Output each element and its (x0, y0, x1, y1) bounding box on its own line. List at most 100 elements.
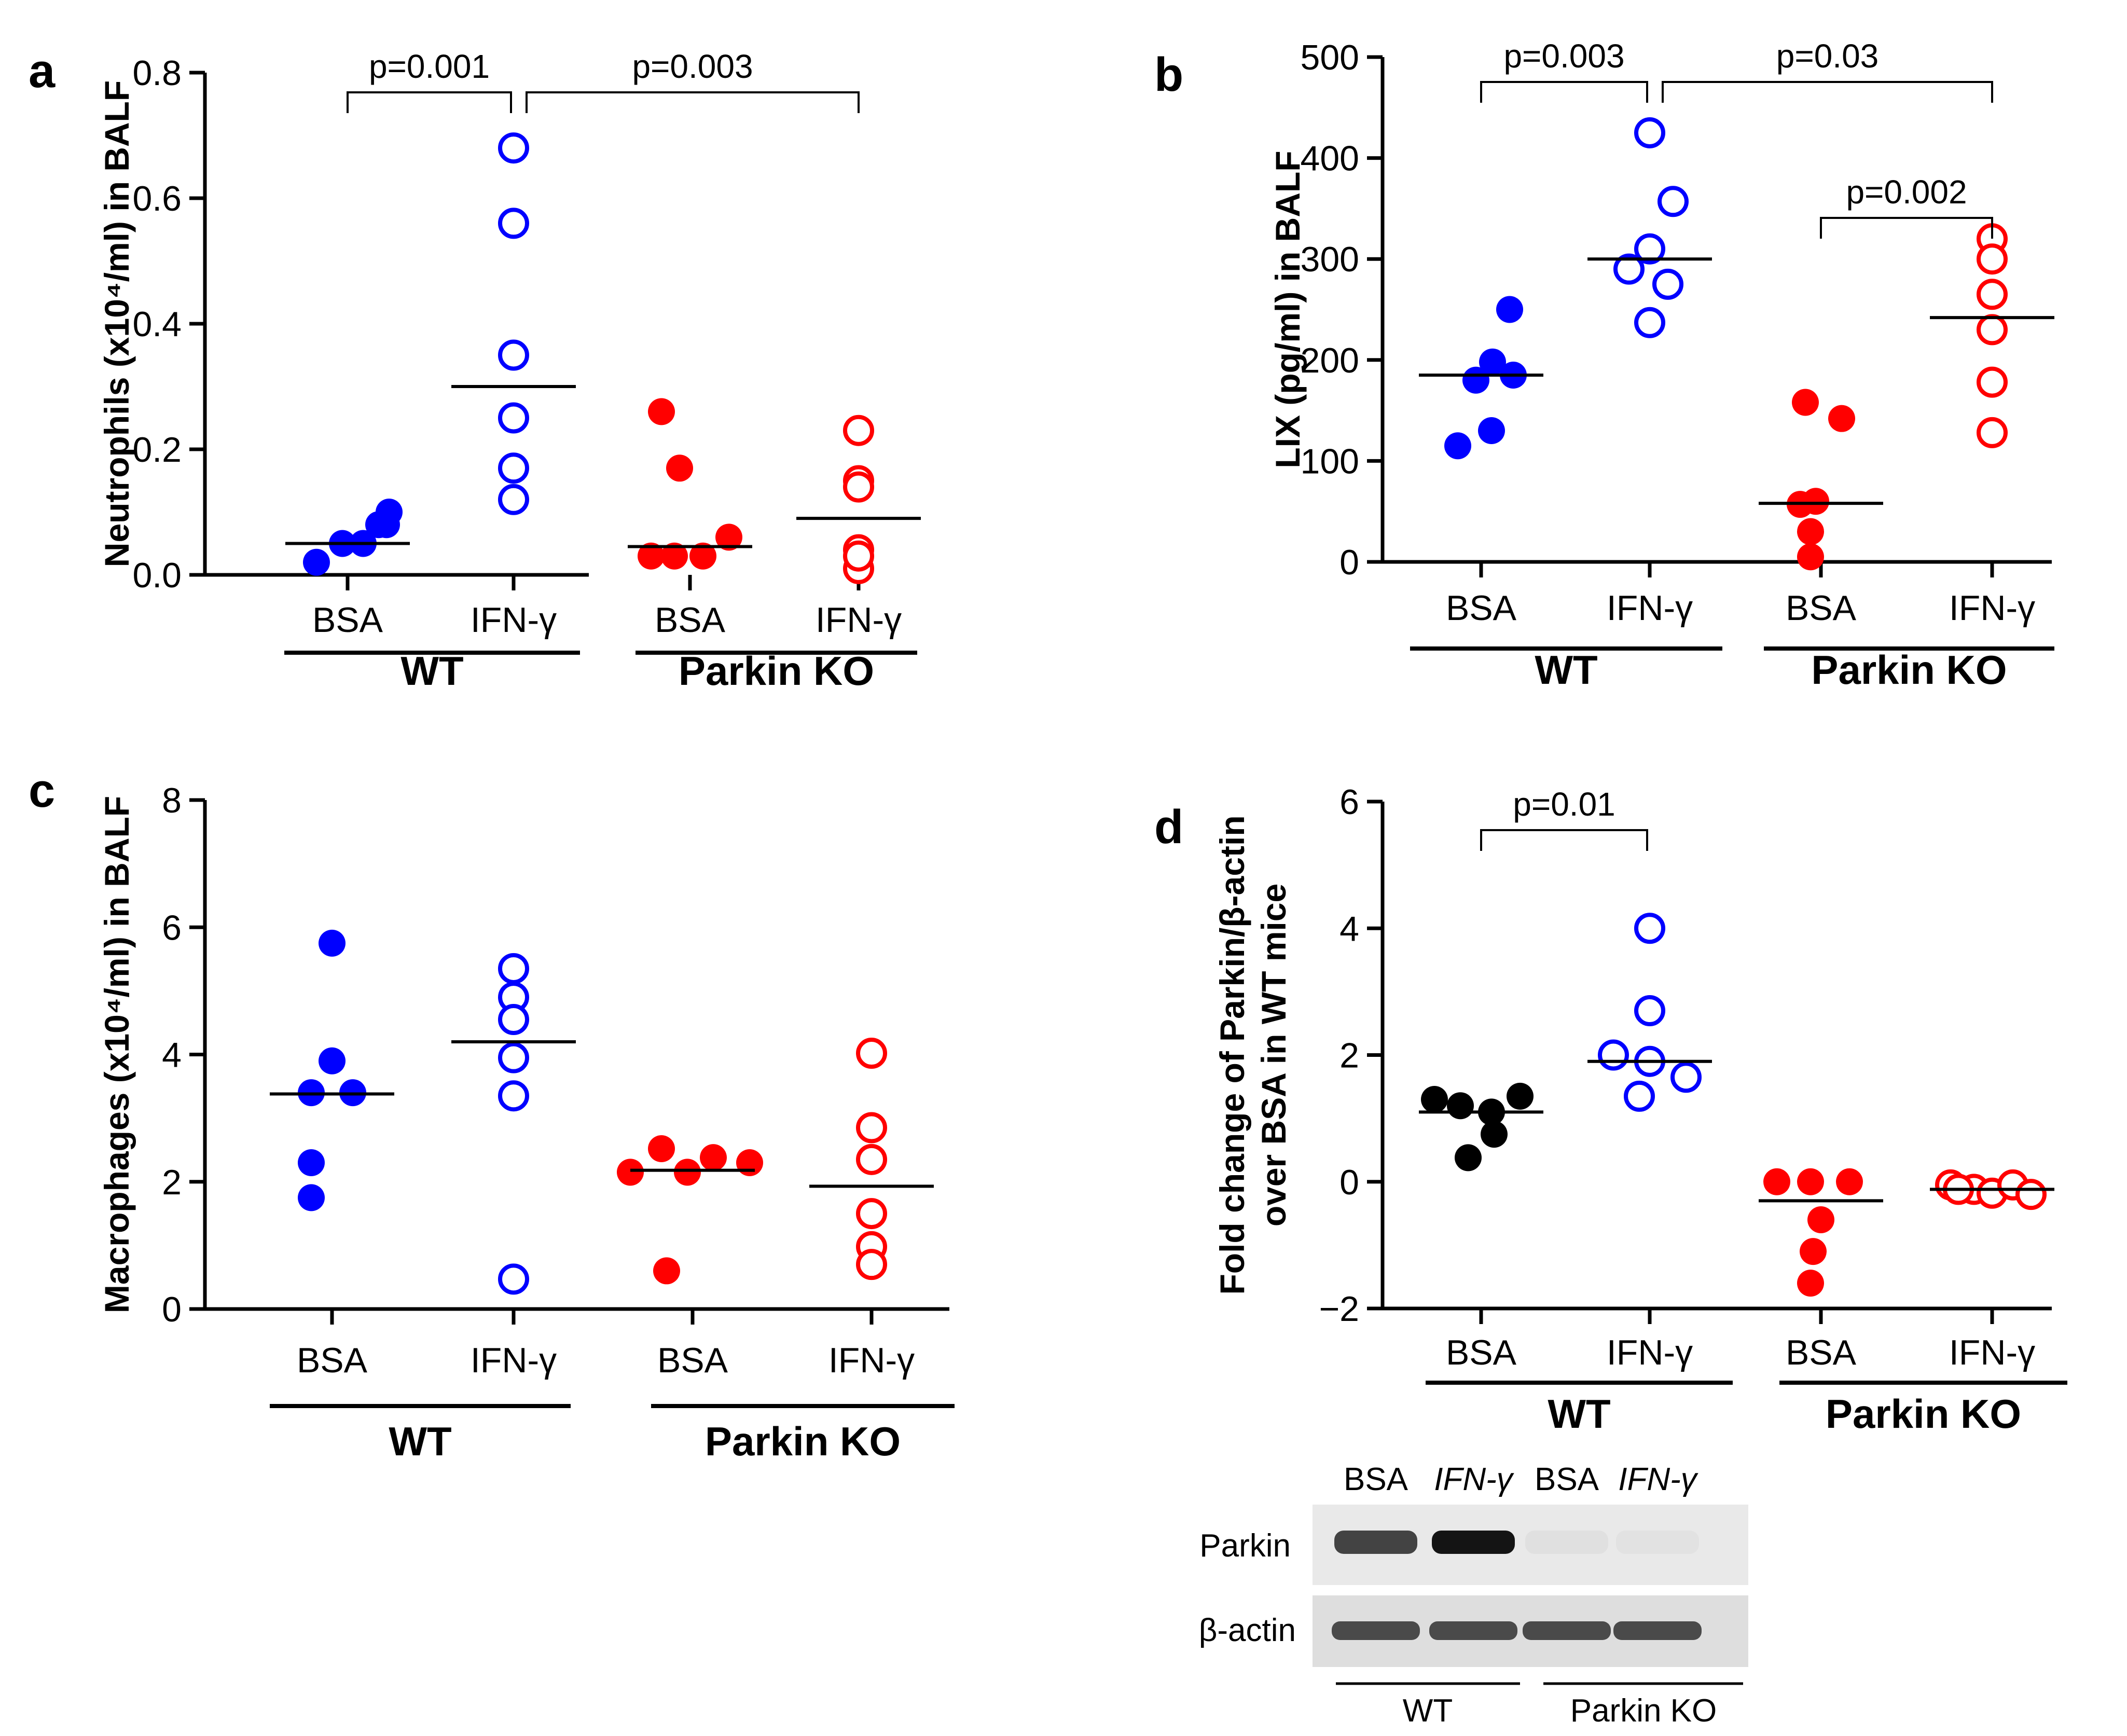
category-label-d: BSA (1446, 1333, 1517, 1372)
y-tick-label-b: 300 (1301, 240, 1359, 279)
p-value-label-b: p=0.002 (1846, 173, 1967, 211)
p-value-label-d: p=0.01 (1513, 786, 1615, 823)
p-value-label-a: p=0.001 (369, 48, 490, 85)
data-point-c (617, 1159, 644, 1186)
western-blot: BSA IFN-γ BSA IFN-γ Parkin β-actin WT Pa… (1199, 1462, 1748, 1729)
data-point-d (1807, 1206, 1834, 1234)
panel-letter-c: c (29, 764, 55, 817)
category-label-c: BSA (297, 1341, 368, 1380)
data-point-c (298, 1149, 325, 1176)
y-axis-label-line-2: over BSA in WT mice (1254, 884, 1293, 1227)
y-tick-label-d: 0 (1339, 1163, 1359, 1202)
data-point-b (1634, 307, 1665, 338)
data-point-a (843, 415, 874, 446)
data-point-b (1496, 296, 1523, 323)
panel-letter-a: a (29, 45, 56, 98)
data-point-d (1634, 913, 1665, 944)
category-label-a: IFN-γ (471, 600, 557, 640)
data-point-c (700, 1144, 727, 1172)
data-point-a (715, 523, 742, 551)
category-label-d: IFN-γ (1607, 1333, 1693, 1372)
category-label-a: BSA (312, 600, 383, 640)
blot-lane-label-1: BSA (1344, 1462, 1408, 1497)
data-point-a (843, 540, 874, 572)
data-point-c (319, 1047, 346, 1074)
y-tick-label-b: 500 (1301, 38, 1359, 77)
data-point-b (1613, 253, 1645, 285)
data-point-c (856, 1143, 887, 1175)
data-point-c (498, 1263, 529, 1295)
data-point-c (856, 1112, 887, 1143)
group-label-wt-c: WT (389, 1418, 451, 1464)
data-point-d (1455, 1144, 1482, 1172)
data-point-c (653, 1257, 680, 1285)
group-label-ko-c: Parkin KO (705, 1418, 901, 1464)
blot-group-label-wt: WT (1403, 1693, 1453, 1729)
data-point-d (1800, 1238, 1827, 1265)
group-label-ko-a: Parkin KO (679, 648, 874, 694)
category-label-d: IFN-γ (1949, 1333, 2035, 1372)
panel-letter-d: d (1154, 801, 1183, 853)
y-tick-label-b: 400 (1301, 139, 1359, 178)
data-point-c (674, 1159, 701, 1186)
data-point-a (376, 499, 403, 526)
data-point-b (1444, 432, 1471, 460)
category-label-b: IFN-γ (1949, 588, 2035, 628)
data-point-a (303, 548, 330, 576)
data-point-d (1797, 1168, 1824, 1195)
category-label-c: IFN-γ (828, 1341, 915, 1380)
y-axis-label-b: LIX (pg/ml) in BALF (1268, 150, 1307, 468)
data-point-b (1797, 518, 1824, 545)
blot-lane-label-3: BSA (1535, 1462, 1599, 1497)
data-point-d (1421, 1085, 1448, 1113)
y-tick-label-b: 0 (1339, 543, 1359, 582)
data-point-a (661, 542, 688, 570)
data-point-d (1624, 1080, 1655, 1112)
panel-c-macrophages-chart: c 0 2 4 6 8 Macrophages (x10⁴/ml) in BALF BSA IF… (29, 764, 955, 1464)
y-tick-label-c: 4 (162, 1036, 182, 1075)
significance-bracket-a (526, 91, 860, 113)
p-value-label-b: p=0.03 (1776, 37, 1879, 75)
blot-lane-label-4: IFN-γ (1618, 1462, 1698, 1497)
group-label-wt-d: WT (1548, 1391, 1610, 1437)
data-point-c (319, 929, 346, 957)
category-label-b: BSA (1446, 588, 1517, 628)
y-tick-label-d: 4 (1339, 909, 1359, 948)
data-point-d (1836, 1168, 1863, 1195)
y-tick-label-d: 2 (1339, 1036, 1359, 1076)
actin-band (1332, 1621, 1420, 1640)
data-point-a (843, 471, 874, 503)
parkin-band (1525, 1531, 1608, 1554)
y-tick-label-d: −2 (1319, 1289, 1359, 1329)
significance-bracket-b (1820, 217, 1993, 239)
y-tick-label-c: 8 (162, 781, 182, 820)
data-point-b (1652, 268, 1683, 300)
y-tick-label-a: 0.0 (132, 556, 182, 595)
y-axis-label-c: Macrophages (x10⁴/ml) in BALF (98, 796, 136, 1313)
category-label-c: IFN-γ (471, 1341, 557, 1380)
data-point-c (498, 953, 529, 984)
data-point-d (1507, 1082, 1534, 1110)
group-label-wt-b: WT (1535, 647, 1597, 693)
data-point-b (1479, 348, 1506, 376)
data-point-d (1481, 1121, 1508, 1148)
y-tick-label-a: 0.8 (132, 53, 182, 93)
data-point-a (498, 402, 529, 434)
data-point-c (498, 1080, 529, 1112)
y-axis-label-line-1: Fold change of Parkin/β-actin (1213, 815, 1251, 1294)
data-point-d (1797, 1270, 1824, 1297)
data-point-b (1977, 279, 2008, 310)
data-point-a (498, 484, 529, 515)
y-tick-label-c: 0 (162, 1290, 182, 1329)
category-label-d: BSA (1786, 1333, 1857, 1372)
parkin-band (1334, 1531, 1417, 1554)
group-label-wt-a: WT (400, 648, 463, 694)
category-label-a: BSA (655, 600, 726, 640)
blot-lane-label-2: IFN-γ (1434, 1462, 1514, 1497)
significance-bracket-b (1480, 81, 1648, 103)
y-tick-label-b: 100 (1301, 442, 1359, 481)
category-label-c: BSA (657, 1341, 728, 1380)
y-tick-label-c: 2 (162, 1163, 182, 1202)
